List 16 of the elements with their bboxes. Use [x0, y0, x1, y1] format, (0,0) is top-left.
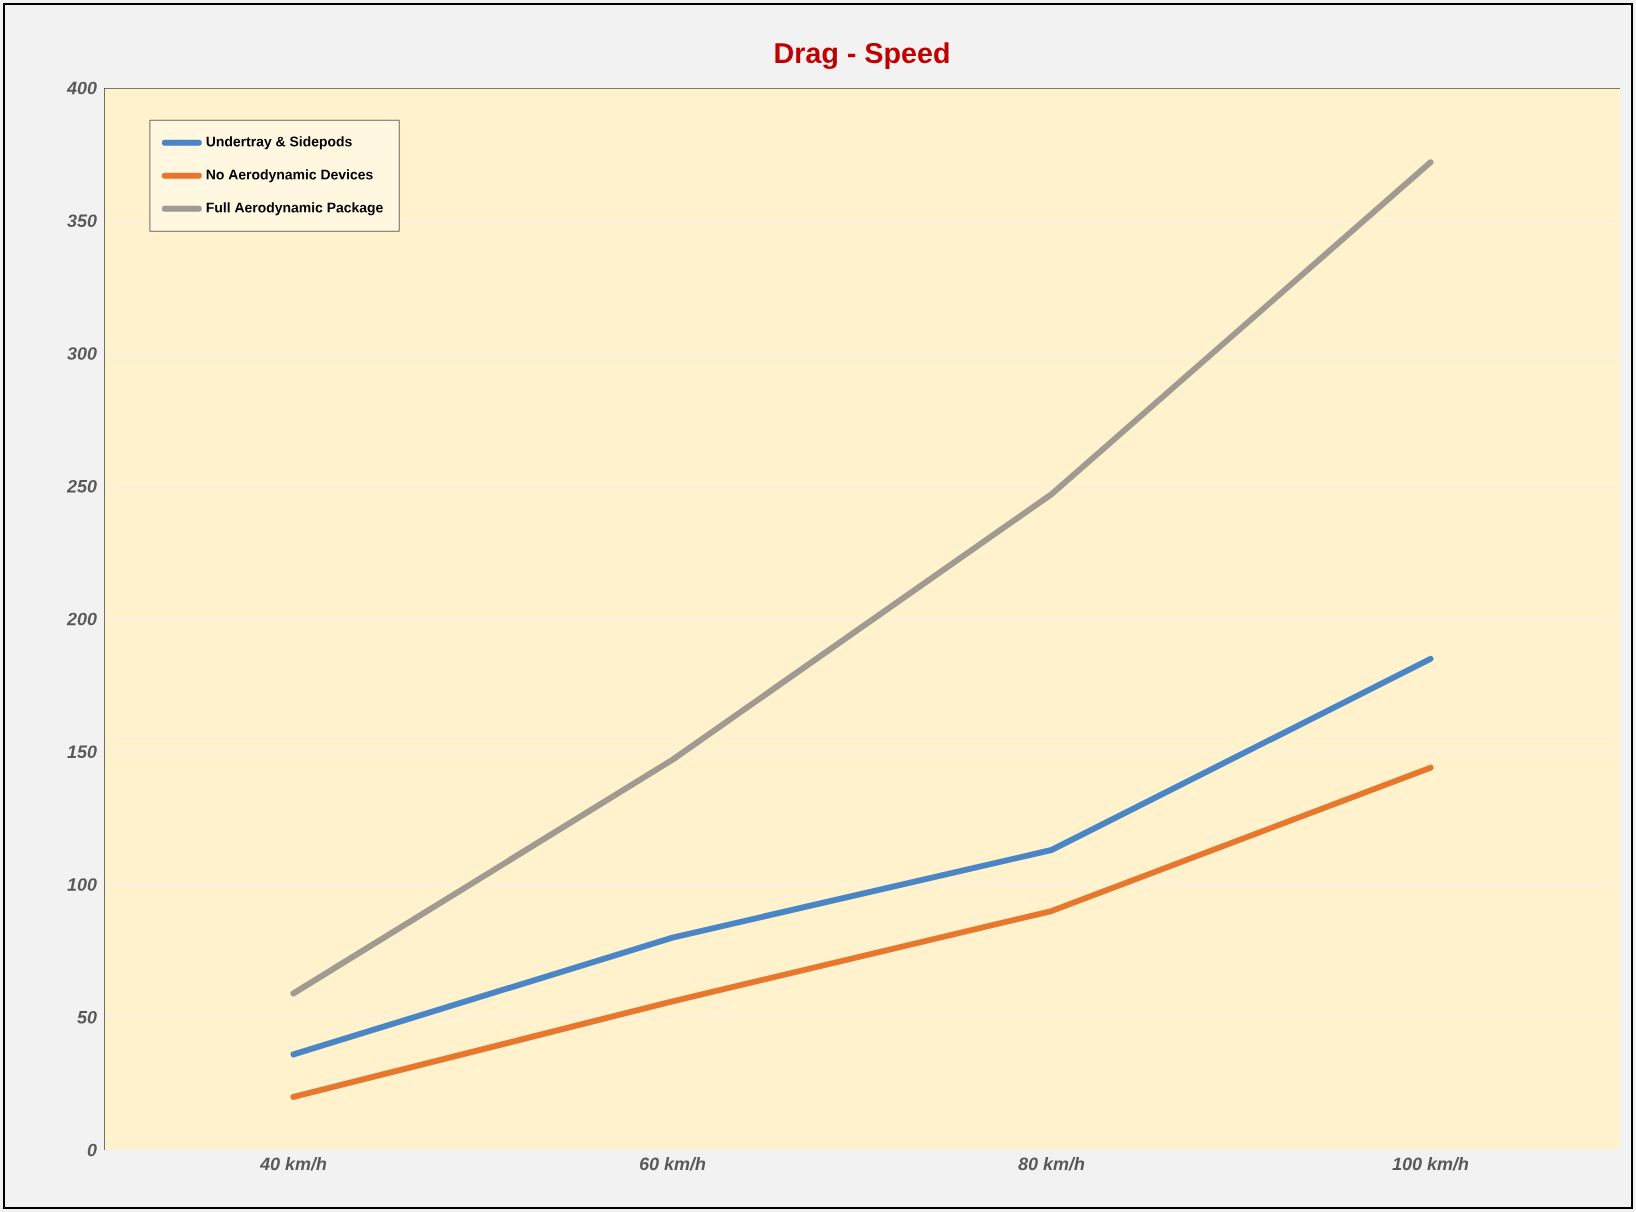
y-tick-label: 200 [66, 612, 97, 626]
y-tick-label: 50 [77, 1010, 97, 1024]
chart-title: Drag - Speed [775, 42, 949, 70]
y-tick-label: 300 [67, 347, 97, 360]
y-tick-label: 400 [66, 81, 97, 95]
x-tick-label: 80 km/h [1018, 1157, 1085, 1171]
x-tick-label: 40 km/h [259, 1157, 327, 1171]
line-series [290, 655, 1434, 1058]
x-tick-label: 100 km/h [1392, 1157, 1469, 1171]
y-tick-label: 150 [67, 745, 97, 759]
y-tick-label: 100 [67, 878, 97, 891]
line-series [290, 764, 1434, 1100]
y-tick-label: 350 [67, 214, 97, 228]
y-tick-label: 250 [66, 479, 97, 493]
x-tick-label: 60 km/h [639, 1157, 706, 1171]
y-tick-label: 0 [87, 1143, 97, 1157]
